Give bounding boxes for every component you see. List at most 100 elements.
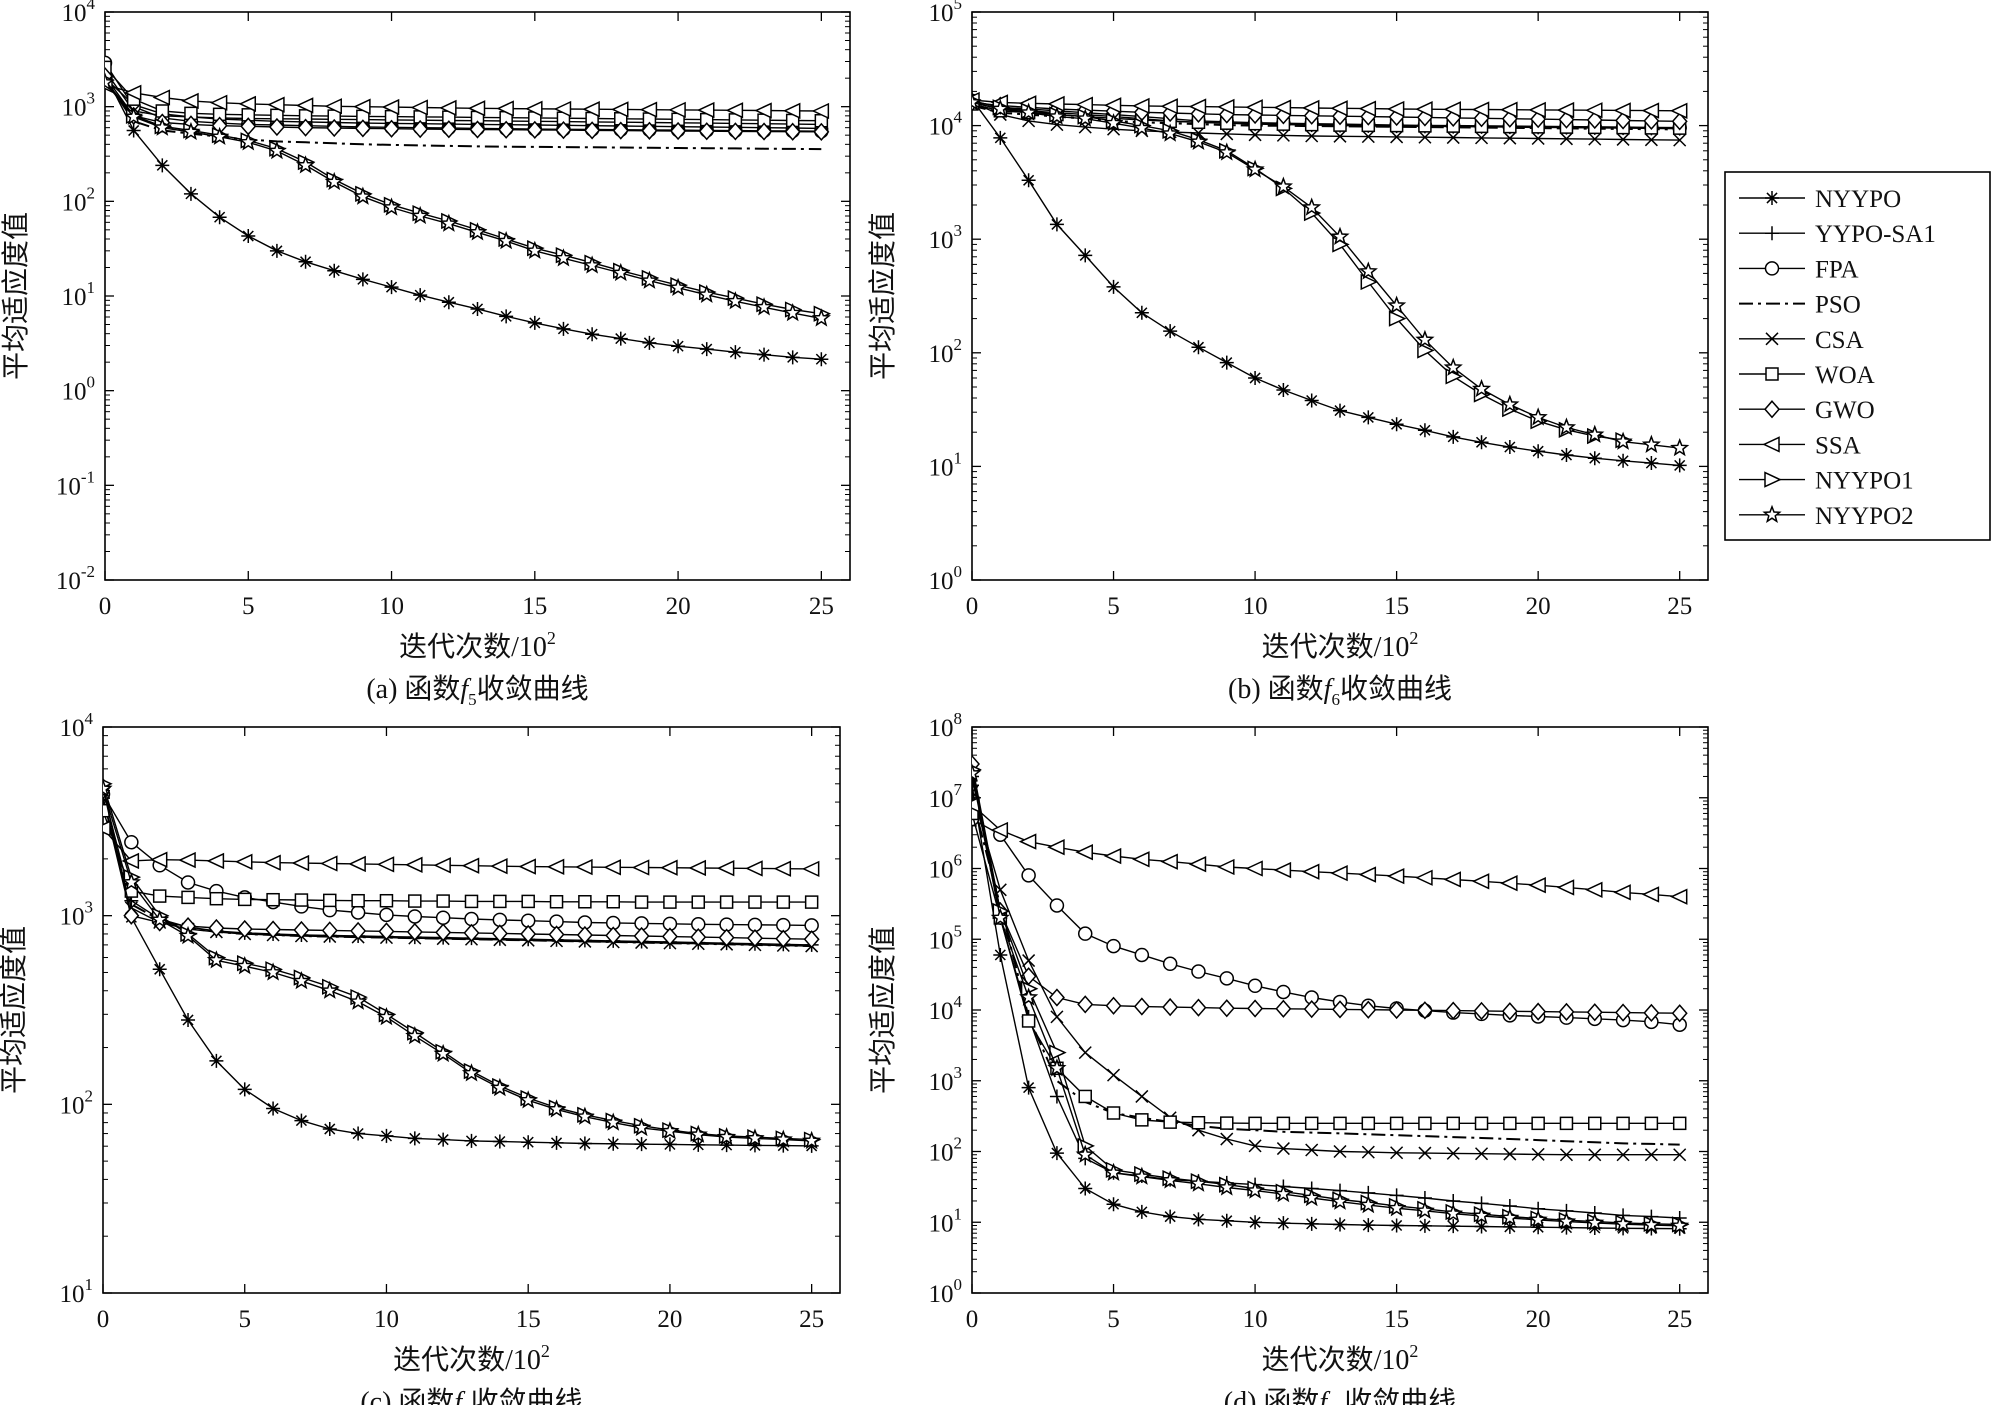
data-point-marker bbox=[990, 821, 1009, 839]
data-point-marker bbox=[435, 910, 451, 925]
series-line bbox=[972, 100, 1624, 441]
data-point-marker bbox=[209, 94, 228, 111]
y-tick-label: 100 bbox=[62, 373, 96, 406]
data-point-marker bbox=[757, 347, 772, 362]
series-NYYPO bbox=[972, 778, 1687, 1236]
data-point-marker bbox=[582, 101, 600, 118]
legend-marker bbox=[1764, 261, 1780, 276]
data-point-marker bbox=[461, 1063, 482, 1082]
data-point-marker bbox=[668, 101, 686, 119]
data-point-marker bbox=[103, 820, 111, 837]
y-tick-label: 108 bbox=[929, 709, 963, 742]
data-point-marker bbox=[1528, 877, 1546, 894]
data-point-marker bbox=[1330, 864, 1348, 882]
data-point-marker bbox=[1556, 101, 1575, 119]
data-point-marker bbox=[1446, 1219, 1461, 1234]
data-point-marker bbox=[350, 921, 367, 941]
data-point-marker bbox=[263, 962, 283, 981]
data-point-marker bbox=[783, 302, 803, 322]
data-point-marker bbox=[634, 895, 649, 909]
data-point-marker bbox=[518, 1090, 538, 1109]
data-point-marker bbox=[1358, 866, 1377, 883]
data-point-marker bbox=[1275, 999, 1292, 1018]
data-point-marker bbox=[327, 263, 342, 278]
data-point-marker bbox=[1163, 324, 1178, 339]
data-point-marker bbox=[181, 92, 199, 110]
series-line bbox=[972, 769, 1680, 1226]
legend-marker bbox=[1765, 367, 1779, 381]
data-point-marker bbox=[1163, 1115, 1177, 1129]
data-point-marker bbox=[320, 980, 340, 999]
data-point-marker bbox=[1388, 310, 1407, 327]
x-tick-label: 20 bbox=[1526, 1306, 1551, 1333]
data-point-marker bbox=[1106, 938, 1121, 954]
data-point-marker bbox=[1132, 118, 1152, 137]
data-point-marker bbox=[150, 909, 170, 929]
x-tick-label: 25 bbox=[1667, 593, 1692, 620]
data-point-marker bbox=[492, 1134, 507, 1149]
data-point-marker bbox=[1361, 1218, 1376, 1233]
data-point-marker bbox=[1641, 102, 1660, 119]
data-point-marker bbox=[152, 889, 167, 903]
data-point-marker bbox=[499, 309, 514, 324]
data-point-marker bbox=[1103, 847, 1122, 865]
data-point-marker bbox=[1417, 423, 1432, 438]
data-point-marker bbox=[1643, 111, 1660, 131]
data-point-marker bbox=[662, 1137, 677, 1152]
series-line bbox=[972, 101, 1680, 141]
data-point-marker bbox=[1446, 131, 1460, 145]
data-point-marker bbox=[1276, 984, 1291, 1000]
series-NYYPO2 bbox=[972, 763, 1690, 1235]
data-point-marker bbox=[407, 1131, 422, 1146]
data-point-marker bbox=[206, 950, 226, 969]
series-NYYPO1 bbox=[972, 765, 1690, 1233]
series-WOA bbox=[972, 806, 1687, 1131]
series-CSA bbox=[103, 791, 819, 953]
data-point-marker bbox=[1330, 100, 1348, 117]
data-point-marker bbox=[467, 100, 486, 117]
data-point-marker bbox=[1217, 142, 1237, 161]
data-point-marker bbox=[209, 1053, 224, 1068]
x-tick-label: 25 bbox=[809, 593, 834, 620]
data-point-marker bbox=[1276, 383, 1291, 398]
data-point-marker bbox=[208, 918, 225, 938]
data-point-marker bbox=[1585, 424, 1605, 443]
data-point-marker bbox=[1644, 1116, 1659, 1131]
data-point-marker bbox=[348, 991, 368, 1010]
x-tick-label: 10 bbox=[1243, 593, 1268, 620]
data-point-marker bbox=[433, 1043, 453, 1063]
data-point-marker bbox=[1530, 1002, 1547, 1021]
data-point-marker bbox=[1586, 110, 1603, 130]
panel-caption: (b) 函数f6收敛曲线 bbox=[1228, 673, 1452, 709]
data-point-marker bbox=[748, 895, 762, 909]
data-point-marker bbox=[577, 1136, 592, 1151]
data-point-marker bbox=[269, 243, 284, 258]
data-point-marker bbox=[1078, 1046, 1092, 1060]
data-point-marker bbox=[518, 858, 536, 875]
series-PSO bbox=[972, 797, 1680, 1146]
data-point-marker bbox=[1304, 393, 1319, 408]
data-point-marker bbox=[785, 350, 800, 365]
data-point-marker bbox=[383, 119, 400, 138]
data-point-marker bbox=[1588, 1148, 1602, 1162]
data-point-marker bbox=[291, 970, 312, 990]
data-point-marker bbox=[1588, 1116, 1602, 1131]
legend-entry-GWO: GWO bbox=[1739, 397, 1875, 424]
data-point-marker bbox=[413, 288, 428, 303]
data-point-marker bbox=[1500, 394, 1520, 413]
data-point-marker bbox=[1333, 403, 1347, 418]
chart-panel-d: 100 101 102 103 104 105 106 107 108 0 5 10 15 20 25 迭代次… bbox=[867, 709, 1709, 1405]
series-line bbox=[972, 791, 1680, 1156]
data-point-marker bbox=[578, 895, 592, 909]
data-point-marker bbox=[1360, 1000, 1377, 1019]
data-point-marker bbox=[1021, 868, 1036, 883]
data-point-marker bbox=[1049, 1089, 1064, 1104]
legend-label: NYYPO1 bbox=[1815, 468, 1914, 495]
y-tick-label: 106 bbox=[929, 851, 963, 884]
data-point-marker bbox=[493, 894, 507, 909]
data-point-marker bbox=[1502, 1219, 1517, 1234]
data-point-marker bbox=[1301, 863, 1320, 880]
data-point-marker bbox=[1276, 1116, 1291, 1131]
data-point-marker bbox=[1616, 1148, 1630, 1162]
data-point-marker bbox=[1585, 1212, 1605, 1232]
